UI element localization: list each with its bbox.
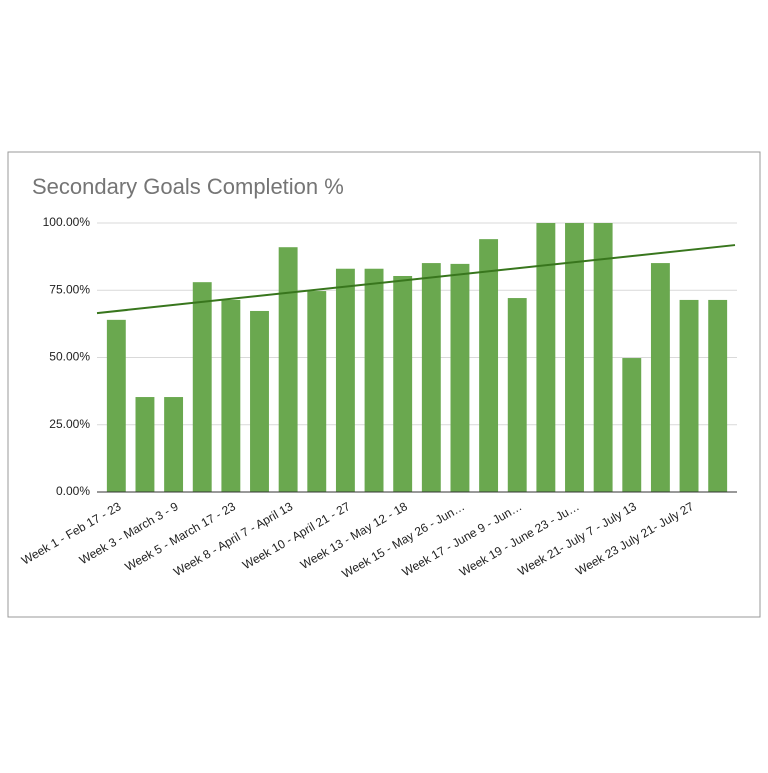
y-tick-label: 75.00% [49,282,90,296]
bar [364,268,384,492]
bar [192,282,212,492]
bar [650,263,670,492]
y-tick-label: 0.00% [56,484,90,498]
bar [450,263,470,492]
bar [250,310,269,492]
bar [221,299,241,492]
bar [307,291,327,492]
bar [536,223,556,492]
y-tick-label: 100.00% [43,215,91,229]
y-tick-label: 25.00% [49,417,90,431]
bar [593,223,613,492]
bar [335,268,355,492]
bar [278,247,298,492]
bar [393,275,413,492]
bar [708,299,728,492]
bar [507,298,527,492]
bar [421,263,441,492]
bar [164,397,184,492]
bar [565,223,584,492]
bar [622,358,642,492]
bar [106,319,126,492]
bar [679,299,699,492]
bar [135,397,155,492]
trendline [96,244,736,315]
bar [479,239,499,492]
chart-title: Secondary Goals Completion % [32,174,344,199]
y-tick-label: 50.00% [49,350,90,364]
